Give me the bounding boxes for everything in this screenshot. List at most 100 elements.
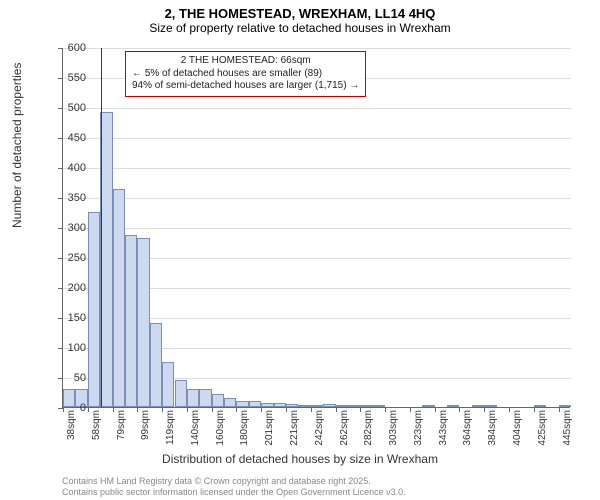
x-tick-label: 384sqm — [487, 410, 498, 446]
x-tick-mark — [187, 407, 188, 412]
gridline — [63, 48, 571, 49]
x-axis-label: Distribution of detached houses by size … — [0, 452, 600, 466]
histogram-bar — [175, 380, 187, 407]
x-tick-label: 58sqm — [91, 410, 102, 440]
x-tick-mark — [336, 407, 337, 412]
histogram-bar — [249, 401, 261, 407]
histogram-bar — [422, 405, 434, 407]
histogram-bar — [137, 238, 149, 407]
y-tick-label: 450 — [46, 132, 86, 144]
gridline — [63, 168, 571, 169]
x-tick-mark — [360, 407, 361, 412]
x-tick-label: 343sqm — [438, 410, 449, 446]
histogram-bar — [187, 389, 199, 407]
page-subtitle: Size of property relative to detached ho… — [0, 21, 600, 39]
x-tick-label: 140sqm — [190, 410, 201, 446]
x-tick-mark — [559, 407, 560, 412]
y-axis-label: Number of detached properties — [10, 63, 24, 228]
histogram-bar — [447, 405, 459, 407]
y-tick-label: 300 — [46, 222, 86, 234]
footer-attribution: Contains HM Land Registry data © Crown c… — [62, 476, 406, 498]
y-tick-label: 550 — [46, 72, 86, 84]
y-tick-label: 100 — [46, 342, 86, 354]
x-tick-label: 404sqm — [512, 410, 523, 446]
histogram-bar — [212, 394, 224, 407]
x-tick-mark — [385, 407, 386, 412]
histogram-bar — [286, 404, 298, 407]
x-tick-mark — [286, 407, 287, 412]
x-tick-label: 201sqm — [264, 410, 275, 446]
y-tick-label: 500 — [46, 102, 86, 114]
x-tick-label: 180sqm — [239, 410, 250, 446]
x-tick-mark — [212, 407, 213, 412]
x-tick-label: 221sqm — [289, 410, 300, 446]
x-tick-mark — [162, 407, 163, 412]
plot-area: 38sqm58sqm79sqm99sqm119sqm140sqm160sqm18… — [62, 48, 570, 408]
x-tick-mark — [137, 407, 138, 412]
histogram-bar — [348, 405, 360, 407]
annotation-larger: 94% of semi-detached houses are larger (… — [132, 80, 359, 93]
x-tick-label: 323sqm — [413, 410, 424, 446]
histogram-bar — [274, 403, 286, 407]
histogram-bar — [360, 405, 372, 407]
x-tick-mark — [459, 407, 460, 412]
histogram-bar — [113, 189, 125, 407]
x-tick-label: 242sqm — [314, 410, 325, 446]
x-tick-mark — [484, 407, 485, 412]
x-tick-label: 160sqm — [215, 410, 226, 446]
x-tick-mark — [435, 407, 436, 412]
x-tick-mark — [236, 407, 237, 412]
x-tick-mark — [509, 407, 510, 412]
histogram-bar — [224, 398, 236, 407]
histogram-bar — [88, 212, 100, 407]
histogram-bar — [162, 362, 174, 407]
histogram-bar — [199, 389, 211, 407]
histogram-bar — [125, 235, 137, 407]
y-tick-label: 350 — [46, 192, 86, 204]
annotation-title: 2 THE HOMESTEAD: 66sqm — [132, 55, 359, 68]
gridline — [63, 108, 571, 109]
x-tick-label: 282sqm — [363, 410, 374, 446]
histogram-bar — [534, 405, 546, 407]
histogram-bar — [484, 405, 496, 407]
gridline — [63, 228, 571, 229]
x-tick-label: 38sqm — [66, 410, 77, 440]
histogram-bar — [236, 401, 248, 407]
x-tick-mark — [88, 407, 89, 412]
histogram-bar — [472, 405, 484, 407]
gridline — [63, 198, 571, 199]
x-tick-label: 119sqm — [165, 410, 176, 445]
footer-line2: Contains public sector information licen… — [62, 487, 406, 498]
x-tick-label: 79sqm — [116, 410, 127, 440]
reference-line — [101, 48, 102, 407]
chart-area: 38sqm58sqm79sqm99sqm119sqm140sqm160sqm18… — [62, 48, 570, 408]
annotation-box: 2 THE HOMESTEAD: 66sqm← 5% of detached h… — [125, 51, 366, 97]
x-tick-label: 303sqm — [388, 410, 399, 446]
x-tick-label: 99sqm — [140, 410, 151, 440]
y-tick-label: 200 — [46, 282, 86, 294]
y-tick-label: 250 — [46, 252, 86, 264]
x-tick-label: 445sqm — [562, 410, 573, 446]
y-tick-label: 400 — [46, 162, 86, 174]
y-tick-label: 150 — [46, 312, 86, 324]
x-tick-label: 262sqm — [339, 410, 350, 446]
histogram-bar — [261, 403, 273, 407]
histogram-bar — [311, 405, 323, 407]
y-tick-label: 0 — [46, 402, 86, 414]
y-tick-label: 600 — [46, 42, 86, 54]
page-title: 2, THE HOMESTEAD, WREXHAM, LL14 4HQ — [0, 0, 600, 21]
histogram-bar — [559, 405, 571, 407]
x-tick-mark — [261, 407, 262, 412]
y-tick-label: 50 — [46, 372, 86, 384]
x-tick-mark — [410, 407, 411, 412]
x-tick-label: 425sqm — [537, 410, 548, 446]
gridline — [63, 138, 571, 139]
x-tick-mark — [311, 407, 312, 412]
x-tick-mark — [113, 407, 114, 412]
histogram-bar — [150, 323, 162, 407]
histogram-bar — [298, 405, 310, 407]
histogram-bar — [373, 405, 385, 407]
x-tick-mark — [534, 407, 535, 412]
annotation-smaller: ← 5% of detached houses are smaller (89) — [132, 68, 359, 81]
footer-line1: Contains HM Land Registry data © Crown c… — [62, 476, 406, 487]
